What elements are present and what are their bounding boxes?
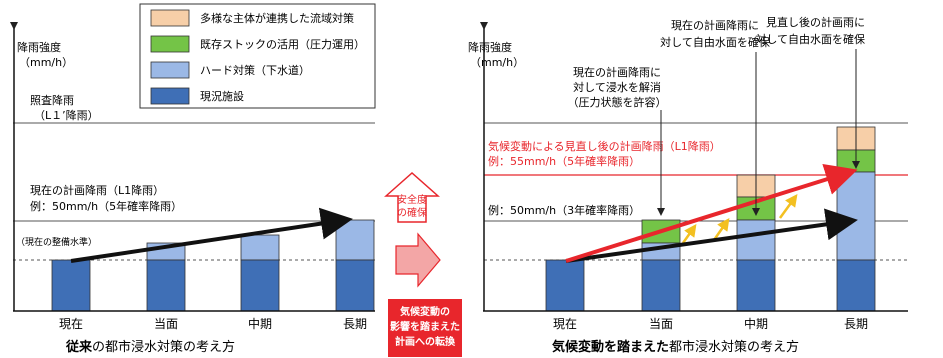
safety-label-2: の確保: [397, 206, 427, 219]
legend-label-stock: 既存ストックの活用（圧力運用）: [200, 37, 365, 51]
right-climate-label-1: 気候変動による見直し後の計画降雨（L1降雨）: [488, 139, 721, 153]
left-trend-arrow: [70, 207, 353, 263]
legend: 多様な主体が連携した流域対策 既存ストックの活用（圧力運用） ハード対策（下水道…: [139, 3, 376, 109]
left-illumination-label-2: （L１’降雨）: [34, 108, 99, 122]
right-caption-bold: 気候変動を踏まえた: [552, 339, 669, 355]
transition-label-3: 計画への転換: [395, 335, 456, 348]
left-current-level-label: （現在の整備水準）: [16, 236, 97, 248]
right-bar-near-existing: [641, 259, 681, 312]
note-free-revised-1: 見直し後の計画雨に: [766, 15, 865, 29]
safety-label-1: 安全度: [397, 193, 427, 206]
note-free-current-2: 対して自由水面を確保: [660, 35, 770, 49]
note-free-revised-2: 対して自由水面を確保: [755, 32, 865, 46]
right-category-now: 現在: [553, 317, 577, 331]
transition-right-arrow: [395, 232, 441, 288]
transition-label-2: 影響を踏まえた: [390, 320, 460, 333]
yellow-arrow-1: [681, 223, 697, 244]
yellow-arrow-3: [778, 193, 798, 219]
left-category-near: 当面: [154, 317, 178, 331]
note-pressure-3: （圧力状態を許容）: [568, 95, 667, 109]
right-red-trend-arrow: [565, 163, 858, 263]
left-bar-mid-existing: [240, 259, 280, 312]
right-y-axis-label-2: （mm/h）: [470, 56, 524, 69]
left-bar-long-hard: [335, 219, 375, 261]
right-plan-label: 例：50mm/h（3年確率降雨）: [488, 203, 640, 217]
left-category-mid: 中期: [248, 316, 272, 331]
right-black-trend-arrow: [565, 208, 858, 263]
left-category-long: 長期: [343, 317, 367, 331]
right-caption-rest: 都市浸水対策の考え方: [669, 339, 799, 355]
right-y-axis-label-1: 降雨強度: [468, 40, 512, 54]
legend-swatch-basin: [150, 9, 190, 27]
right-category-long: 長期: [844, 317, 868, 331]
right-bar-long-existing: [836, 259, 876, 312]
right-caption: 気候変動を踏まえた都市浸水対策の考え方: [552, 339, 799, 355]
note-pressure-2: 対して浸水を解消: [573, 80, 661, 94]
transition-badge: [388, 299, 462, 357]
legend-swatch-existing: [150, 87, 190, 105]
legend-label-basin: 多様な主体が連携した流域対策: [200, 11, 354, 25]
left-plan-label-2: 例：50mm/h（5年確率降雨）: [30, 199, 182, 213]
left-illumination-label-1: 照査降雨: [30, 93, 74, 107]
right-bar-mid-existing: [736, 259, 776, 312]
left-bar-now-existing: [51, 259, 91, 312]
left-bar-mid-hard: [240, 234, 280, 261]
right-bar-now-existing: [545, 259, 585, 312]
left-caption-rest: の都市浸水対策の考え方: [92, 339, 235, 355]
left-bar-near-existing: [146, 259, 186, 312]
left-caption: 従来の都市浸水対策の考え方: [65, 339, 235, 355]
left-y-axis-label-1: 降雨強度: [17, 40, 61, 54]
transition-label-1: 気候変動の: [399, 305, 450, 318]
left-y-axis-label-2: （mm/h）: [19, 56, 73, 69]
right-bar-long-hard: [836, 171, 876, 261]
note-free-current-1: 現在の計画降雨に: [671, 18, 759, 32]
legend-swatch-stock: [150, 35, 190, 53]
legend-swatch-hard: [150, 61, 190, 79]
left-plan-label-1: 現在の計画降雨（L1降雨）: [30, 183, 164, 197]
legend-label-existing: 現況施設: [200, 89, 244, 103]
right-climate-label-2: 例：55mm/h（5年確率降雨）: [488, 154, 640, 168]
legend-label-hard: ハード対策（下水道）: [200, 63, 310, 77]
safety-up-arrow: [384, 171, 440, 223]
note-pressure-1: 現在の計画降雨に: [573, 65, 661, 79]
left-category-now: 現在: [59, 317, 83, 331]
middle-transition: 安全度 の確保 気候変動の 影響を踏まえた 計画への転換: [384, 171, 462, 357]
right-category-near: 当面: [649, 317, 673, 331]
yellow-arrow-2: [712, 217, 730, 241]
right-category-mid: 中期: [744, 316, 768, 331]
right-bar-mid-hard: [736, 219, 776, 261]
left-chart: 降雨強度 （mm/h） 照査降雨 （L１’降雨） 現在の計画降雨（L1降雨） 例…: [10, 22, 375, 355]
left-caption-bold: 従来: [65, 339, 93, 355]
left-bar-long-existing: [335, 259, 375, 312]
right-chart: 降雨強度 （mm/h） 気候変動による見直し後の計画降雨（L1降雨） 例：55m…: [468, 15, 908, 355]
